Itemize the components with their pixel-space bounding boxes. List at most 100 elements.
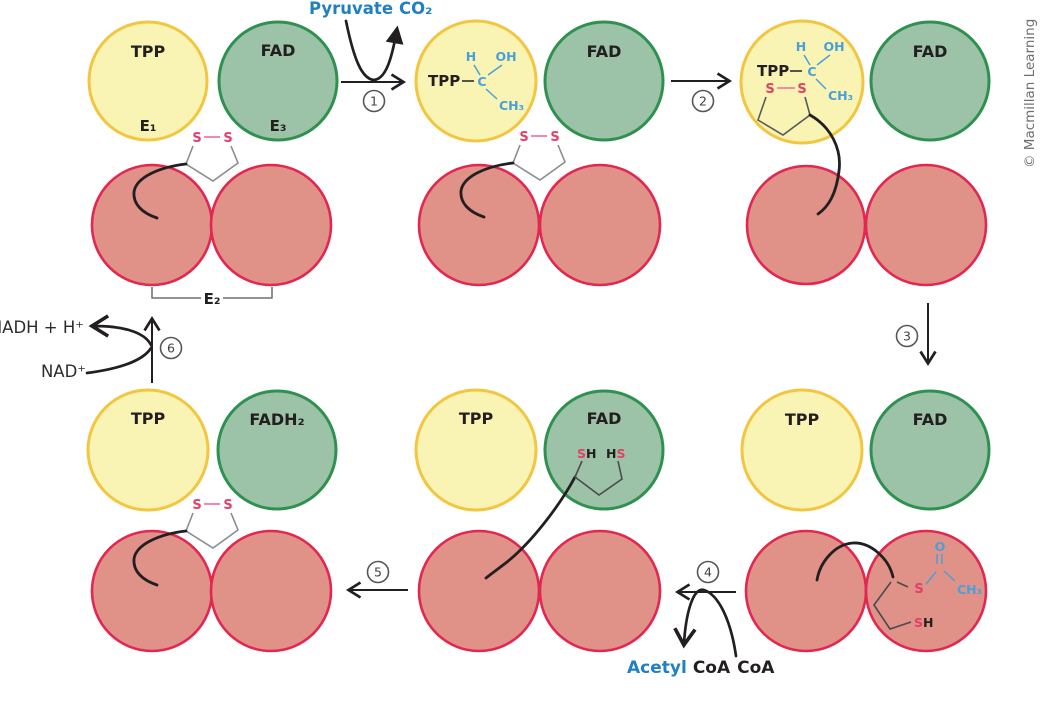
sulfur-right: S [223, 498, 232, 513]
methyl-label: CH₃ [828, 88, 853, 103]
step-4-number: 4 [704, 565, 712, 580]
sh-h: H [586, 446, 596, 461]
h-c-bond [473, 64, 481, 76]
lipoamide-arm [459, 161, 515, 219]
hydroxyethyl-tpp-structure: TPP C H OH CH₃ [757, 39, 853, 103]
e2-bracket: E₂ [151, 287, 273, 308]
thiol-s: S [914, 615, 923, 630]
sulfur-right: S [550, 130, 559, 145]
e2-right-circle [538, 163, 662, 287]
lipoamide-arm [815, 541, 895, 582]
hs-h: H [606, 446, 616, 461]
carbonyl-ch3-bond [943, 570, 956, 582]
h-c-bond [803, 54, 811, 66]
hydroxyl-label: OH [495, 49, 516, 64]
c-ch3-bond [815, 78, 827, 90]
panel-1: TPP FAD E₁ E₃ S S E₂ [87, 20, 339, 308]
nadh-label: NADH + H⁺ [0, 318, 84, 337]
fad-label: FAD [587, 409, 622, 428]
sulfur-right: S [797, 82, 806, 97]
tpp-circle [740, 388, 864, 512]
sulfur-left: S [765, 82, 774, 97]
fad-label: FAD [587, 42, 622, 61]
carbon-label: C [807, 64, 816, 79]
lipoamide-arm [484, 475, 577, 580]
coa-curve [673, 588, 738, 658]
e2-left-circle [90, 163, 214, 287]
dithiolane-ring [185, 145, 239, 182]
step-3-badge [895, 324, 919, 348]
e2-left-circle [745, 164, 867, 286]
dithiolane-ring [185, 512, 239, 549]
lipoamide-arm [132, 162, 188, 220]
sulfur-right: S [223, 131, 232, 146]
dihydrolipoamide-structure: SH HS [484, 446, 625, 580]
e2-right-circle [209, 529, 333, 653]
e3-label: E₃ [270, 117, 287, 135]
nad-in-curve [85, 346, 153, 375]
fad-e3-circle [217, 20, 339, 142]
thioester-sulfur: S [914, 582, 923, 597]
carbonyl-oxygen: O [935, 539, 946, 554]
e2-right-circle [209, 163, 333, 287]
step-1-number: 1 [370, 94, 378, 109]
tpp-label: TPP [131, 409, 166, 428]
nadh-out-curve [88, 314, 153, 347]
oh-c-bond [816, 54, 831, 66]
panel-6: TPP FADH₂ S S [86, 388, 338, 653]
fad-circle [869, 20, 991, 142]
step-6: 6 NADH + H⁺ NAD⁺ [0, 314, 183, 383]
hydroxyethyl-tpp-structure: TPP C H OH CH₃ [428, 49, 524, 113]
e2-left-circle [90, 529, 214, 653]
lipoamide-ring-in-e1: S S [757, 82, 841, 216]
methyl-label: CH₃ [499, 98, 524, 113]
copyright-notice: © Macmillan Learning [1022, 19, 1038, 168]
lipoamide-ring-oxidized: S S [132, 498, 239, 587]
coa-b-text: CoA [737, 658, 775, 678]
e2-left-circle [417, 163, 541, 287]
tpp-circle [86, 388, 210, 512]
dithiol-chain [574, 460, 623, 496]
acetyl-dihydrolipoamide-structure: S O CH₃ SH [815, 539, 982, 630]
step-2-badge [691, 89, 715, 113]
step-6-number: 6 [167, 341, 175, 356]
e2-right-circle [864, 529, 988, 653]
panel-2: FAD TPP C H OH CH₃ S S [414, 19, 665, 287]
thiol-sh-label: SH [577, 446, 596, 461]
pyruvate-co2-label: Pyruvate CO₂ [309, 0, 432, 18]
e2-right-circle [538, 529, 662, 653]
step-4-badge [696, 560, 720, 584]
sulfur-left: S [519, 130, 528, 145]
hydrogen-label: H [466, 49, 476, 64]
step-3-number: 3 [903, 329, 911, 344]
fad-circle [869, 389, 991, 511]
thiol-h: H [923, 615, 933, 630]
step-5: 5 [345, 560, 408, 599]
fadh2-label: FADH₂ [249, 410, 304, 429]
e2-right-circle [864, 163, 988, 287]
tpp-circle [739, 19, 865, 145]
panel-4: TPP FAD S O CH₃ SH [740, 388, 991, 653]
c-s-bond [896, 581, 909, 588]
lipoamide-arm [808, 113, 841, 216]
s-carbonyl-bond [925, 571, 937, 585]
tpp-circle [414, 19, 538, 143]
methyl-label: CH₃ [957, 582, 982, 597]
e2-label: E₂ [204, 290, 221, 308]
tpp-label: TPP [757, 62, 789, 80]
fad-label: FAD [261, 41, 296, 60]
panel-3: FAD TPP C H OH CH₃ S S [739, 19, 991, 287]
oh-c-bond [487, 64, 503, 76]
tpp-label: TPP [428, 72, 460, 90]
thiol-hs-label: HS [606, 446, 625, 461]
fad-circle [543, 20, 665, 142]
dithiolane-ring [757, 96, 811, 136]
hs-s: S [616, 446, 625, 461]
fad-label: FAD [913, 42, 948, 61]
lipoamide-arm [132, 529, 188, 587]
nad-label: NAD⁺ [41, 362, 86, 381]
panel-5: TPP FAD SH HS [414, 388, 665, 653]
tpp-e1-circle [87, 20, 209, 142]
